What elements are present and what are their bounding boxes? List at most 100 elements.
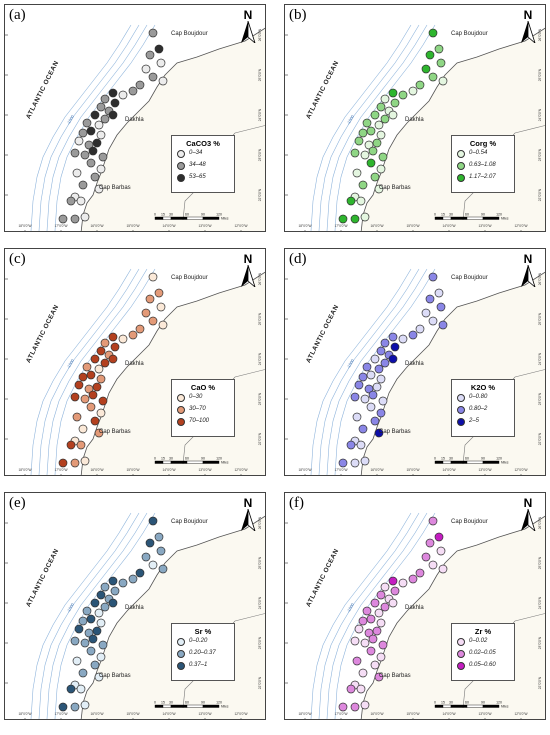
scale-tick-label: 90 (201, 213, 205, 217)
sample-point (376, 590, 386, 600)
sample-point (374, 428, 384, 438)
legend-row: 0.63–1.08 (452, 160, 514, 172)
lat-label: 26°0'0"N (258, 516, 262, 529)
legend-swatch (457, 662, 465, 670)
scale-unit: Miles (501, 705, 509, 709)
lat-label: 22°0'0"N (258, 432, 262, 445)
isobath-line (38, 512, 140, 719)
sample-point (374, 120, 384, 130)
scale-tick-label: 90 (481, 213, 485, 217)
scale-tick-label: 0 (434, 213, 436, 217)
land-area (80, 27, 265, 231)
lon-label: 15°0'0"W (406, 224, 419, 228)
sample-point (108, 598, 118, 608)
sample-point (148, 316, 158, 326)
dakhla-label: Dakhla (405, 605, 424, 611)
lat-label: 23°0'0"N (258, 392, 262, 405)
cap-barbas-label: Cap Barbas (99, 429, 131, 435)
sample-point (118, 578, 128, 588)
legend-row: 1.17–2.07 (452, 172, 514, 184)
sample-point (350, 392, 360, 402)
sample-point (408, 330, 418, 340)
panel-label: (e) (9, 495, 26, 511)
legend-swatch (177, 662, 185, 670)
sample-point (158, 564, 168, 574)
map-panel: 18°0'0"W 17°0'0"W 16°0'0"W 15°0'0"W 14°0'0"W… (4, 248, 266, 476)
sample-point (108, 354, 118, 364)
sample-point (374, 672, 384, 682)
legend-box: Zr % 0–0.02 0.02–0.05 0.05–0.60 (451, 623, 515, 681)
lon-label: 17°0'0"W (54, 224, 67, 228)
map-panel: 18°0'0"W 17°0'0"W 16°0'0"W 15°0'0"W 14°0'0"W… (284, 4, 546, 232)
scale-bar-segment (162, 216, 172, 220)
sample-point (388, 332, 398, 342)
sample-point (92, 138, 102, 148)
scale-bar-segment (482, 216, 500, 220)
sample-point (74, 624, 84, 634)
legend-row: 0.80–2 (452, 404, 514, 416)
sample-point (58, 458, 68, 468)
isobath-line (334, 512, 436, 719)
scale-bar-segment (450, 216, 468, 220)
lon-label: 12°0'0"W (514, 468, 527, 472)
sample-point (58, 702, 68, 712)
lon-label: 16°0'0"W (370, 224, 383, 228)
sample-point (372, 626, 382, 636)
sample-point (96, 346, 106, 356)
lon-label: 16°0'0"W (90, 224, 103, 228)
sample-point (415, 324, 425, 334)
sample-point (354, 136, 364, 146)
scale-tick-label: 15 (441, 457, 445, 461)
sample-point (360, 456, 370, 466)
isobath-line (54, 24, 156, 231)
scale-unit: Miles (221, 461, 229, 465)
legend-class-label: 0.80–2 (469, 406, 488, 412)
isobath-line (334, 268, 436, 475)
lon-label: 17°0'0"W (334, 468, 347, 472)
isobath-line (310, 512, 412, 719)
scale-tick-label: 15 (441, 213, 445, 217)
lat-label: 22°0'0"N (538, 676, 542, 689)
sample-point (70, 702, 80, 712)
sample-point (148, 28, 158, 38)
sample-point (388, 576, 398, 586)
legend-class-label: 70–100 (189, 418, 210, 424)
legend-class-label: 0–0.20 (189, 638, 208, 644)
lon-label: 18°0'0"W (18, 712, 31, 716)
scale-tick-label: 120 (496, 213, 502, 217)
sample-point (86, 646, 96, 656)
scale-tick-label: 60 (465, 457, 469, 461)
cap-boujdour-label: Cap Boujdour (451, 519, 488, 525)
sample-point (100, 602, 110, 612)
cap-barbas-label: Cap Barbas (99, 673, 131, 679)
map-panel: 18°0'0"W 17°0'0"W 16°0'0"W 15°0'0"W 14°0'0"W… (4, 4, 266, 232)
sample-point (92, 626, 102, 636)
lon-label: 15°0'0"W (126, 468, 139, 472)
lat-label: 24°0'0"N (538, 596, 542, 609)
scale-tick-label: 15 (161, 213, 165, 217)
sample-point (76, 684, 86, 694)
scale-tick-label: 15 (161, 701, 165, 705)
sample-point (364, 628, 374, 638)
lon-label: 15°0'0"W (126, 224, 139, 228)
scale-unit: Miles (221, 705, 229, 709)
scale-bar-segment (186, 460, 204, 464)
sample-point (338, 458, 348, 468)
lon-label: 12°0'0"W (234, 712, 247, 716)
sample-point (421, 308, 431, 318)
legend-row: 2–5 (452, 416, 514, 428)
land-area (360, 271, 545, 475)
sample-point (74, 136, 84, 146)
scale-tick-label: 0 (434, 701, 436, 705)
lat-label: 24°0'0"N (258, 352, 262, 365)
sample-point (366, 614, 376, 624)
dakhla-label: Dakhla (405, 361, 424, 367)
sample-point (78, 668, 88, 678)
sample-point (354, 624, 364, 634)
north-label: N (523, 8, 533, 22)
lat-label: 26°0'0"N (258, 28, 262, 41)
isobath-line (30, 24, 132, 231)
lat-label: 24°0'0"N (538, 108, 542, 121)
north-arrow-icon: N (517, 253, 539, 287)
scale-unit: Miles (501, 461, 509, 465)
